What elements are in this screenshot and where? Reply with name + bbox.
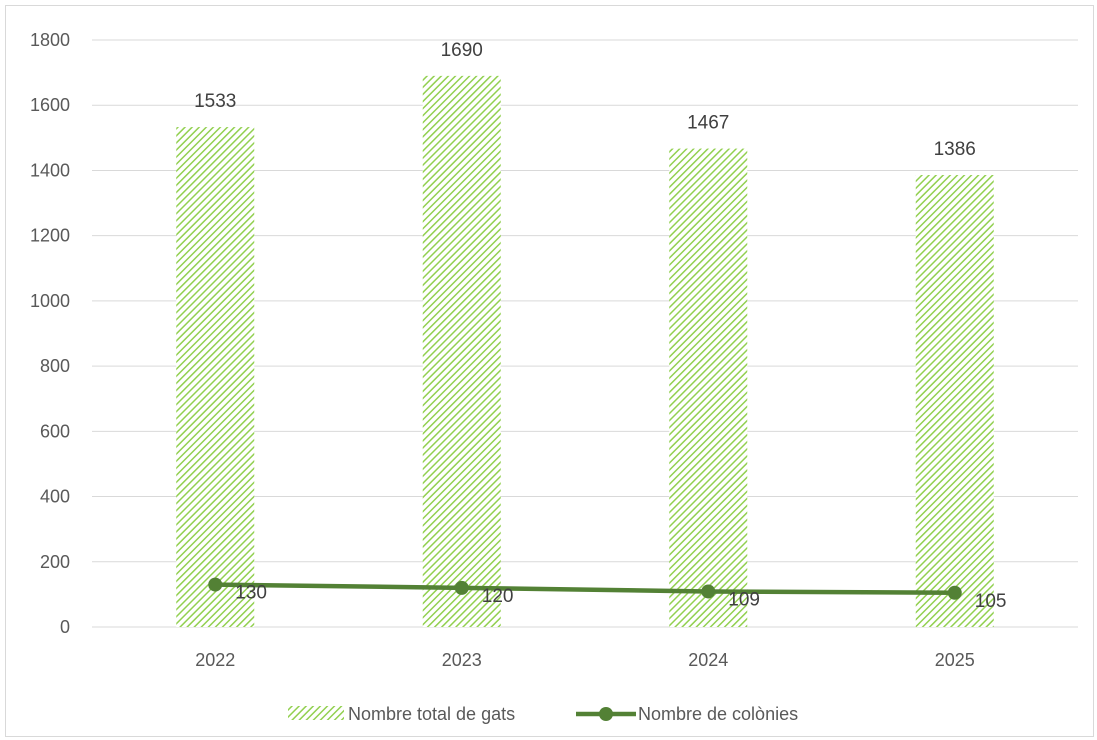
y-tick-label: 1400: [30, 160, 70, 180]
bar-series: 1533 1690 1467 1386: [176, 40, 994, 628]
bar-data-label: 1533: [194, 91, 236, 112]
y-tick-label: 1200: [30, 226, 70, 246]
y-tick-label: 400: [40, 487, 70, 507]
line-point: [947, 585, 962, 600]
gridlines: [92, 39, 1078, 628]
bar: [176, 127, 255, 628]
bar-data-label: 1690: [441, 40, 483, 61]
line-point: [454, 580, 469, 595]
y-axis: 0 200 400 600 800 1000 1200 1400 1600 1800: [30, 30, 70, 637]
legend-swatch-bars: [288, 706, 344, 720]
y-tick-label: 800: [40, 356, 70, 376]
bar: [915, 175, 994, 627]
line-data-label: 109: [728, 589, 760, 610]
x-tick-label: 2022: [195, 650, 235, 670]
legend-label-line: Nombre de colònies: [638, 704, 798, 724]
line-data-label: 120: [482, 586, 514, 607]
y-tick-label: 200: [40, 552, 70, 572]
line-point: [701, 584, 716, 599]
x-tick-label: 2025: [935, 650, 975, 670]
series-line: [215, 582, 955, 596]
bar-data-label: 1386: [934, 139, 976, 160]
line-data-label: 130: [235, 583, 267, 604]
bar: [422, 75, 501, 628]
y-tick-label: 1600: [30, 95, 70, 115]
bar-data-label: 1467: [687, 113, 729, 134]
y-tick-label: 600: [40, 421, 70, 441]
y-tick-label: 1000: [30, 291, 70, 311]
x-tick-label: 2023: [442, 650, 482, 670]
x-tick-label: 2024: [688, 650, 728, 670]
line-data-label: 105: [975, 591, 1007, 612]
y-tick-label: 1800: [30, 30, 70, 50]
y-tick-label: 0: [60, 617, 70, 637]
legend-label-bars: Nombre total de gats: [348, 704, 515, 724]
x-axis: 2022 2023 2024 2025: [195, 650, 975, 670]
legend-marker-line: [599, 707, 613, 721]
line-series: 130 120 109 105: [208, 577, 1007, 612]
bar: [669, 148, 748, 627]
legend: Nombre total de gats Nombre de colònies: [288, 704, 798, 724]
line-point: [208, 577, 223, 592]
